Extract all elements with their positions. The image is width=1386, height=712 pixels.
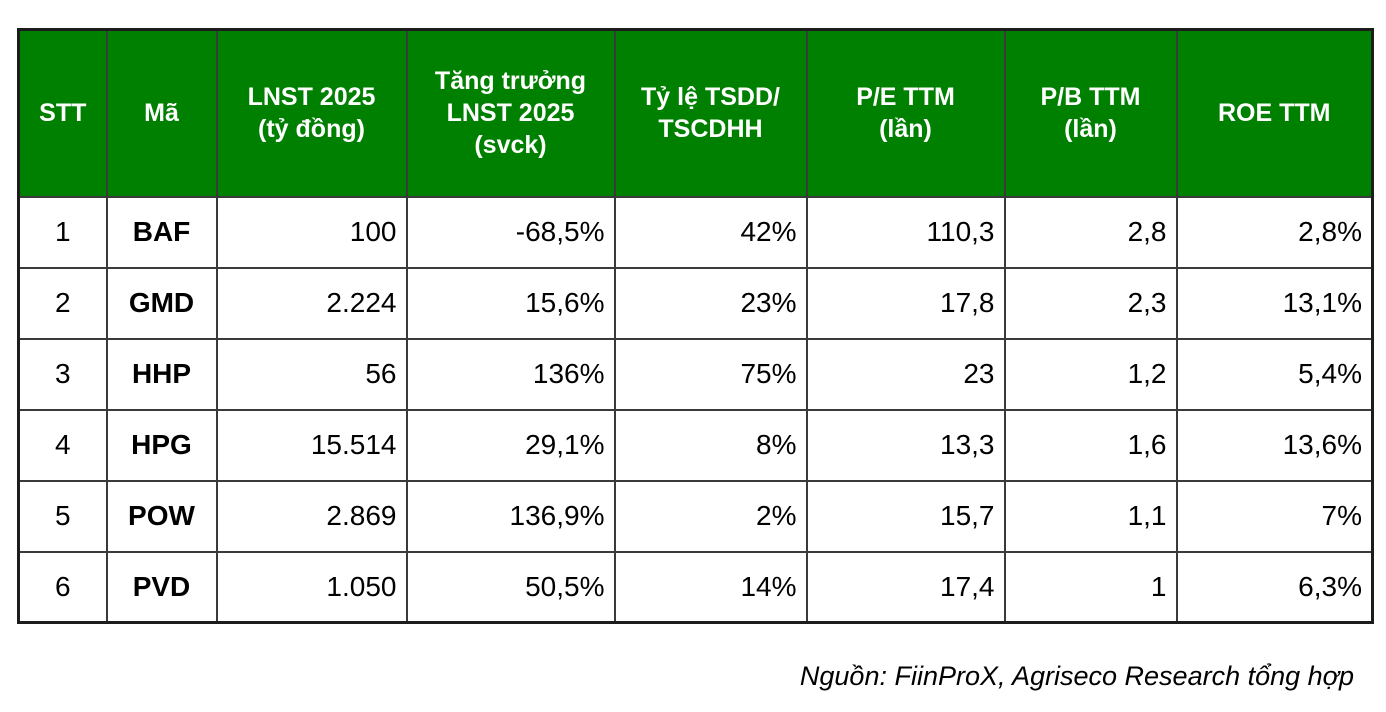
cell-roe-ttm: 2,8% <box>1175 195 1374 269</box>
cell-pe-ttm: 110,3 <box>805 195 1006 269</box>
cell-lnst-2025: 2.224 <box>215 266 408 340</box>
cell-stt: 1 <box>17 195 108 269</box>
cell-pe-ttm: 23 <box>805 337 1006 411</box>
cell-pe-ttm: 17,4 <box>805 550 1006 624</box>
cell-growth: 50,5% <box>405 550 616 624</box>
col-header-lnst-2025: LNST 2025 (tỷ đồng) <box>215 28 408 198</box>
source-note: Nguồn: FiinProX, Agriseco Research tổng … <box>799 661 1354 691</box>
table-row: 4 HPG 15.514 29,1% 8% 13,3 1,6 13,6% <box>17 408 1374 482</box>
cell-tsdd-ratio: 75% <box>613 337 808 411</box>
cell-pb-ttm: 1,2 <box>1003 337 1178 411</box>
col-header-pe-ttm-label: P/E TTM (lần) <box>856 83 955 144</box>
col-header-lnst-2025-label: LNST 2025 (tỷ đồng) <box>247 83 376 144</box>
cell-roe-ttm: 13,6% <box>1175 408 1374 482</box>
header-row: STT Mã LNST 2025 (tỷ đồng) Tăng trưởng L… <box>17 28 1374 198</box>
cell-growth: 29,1% <box>405 408 616 482</box>
stock-metrics-table: STT Mã LNST 2025 (tỷ đồng) Tăng trưởng L… <box>17 28 1374 624</box>
cell-pb-ttm: 2,8 <box>1003 195 1178 269</box>
cell-pb-ttm: 1 <box>1003 550 1178 624</box>
cell-lnst-2025: 100 <box>215 195 408 269</box>
cell-ticker: BAF <box>105 195 218 269</box>
cell-stt: 6 <box>17 550 108 624</box>
col-header-pe-ttm: P/E TTM (lần) <box>805 28 1006 198</box>
cell-growth: -68,5% <box>405 195 616 269</box>
cell-stt: 4 <box>17 408 108 482</box>
cell-tsdd-ratio: 2% <box>613 479 808 553</box>
cell-tsdd-ratio: 23% <box>613 266 808 340</box>
cell-pb-ttm: 2,3 <box>1003 266 1178 340</box>
cell-lnst-2025: 2.869 <box>215 479 408 553</box>
table-row: 5 POW 2.869 136,9% 2% 15,7 1,1 7% <box>17 479 1374 553</box>
cell-tsdd-ratio: 8% <box>613 408 808 482</box>
cell-tsdd-ratio: 42% <box>613 195 808 269</box>
cell-lnst-2025: 56 <box>215 337 408 411</box>
cell-roe-ttm: 7% <box>1175 479 1374 553</box>
cell-roe-ttm: 6,3% <box>1175 550 1374 624</box>
cell-ticker: PVD <box>105 550 218 624</box>
table-row: 1 BAF 100 -68,5% 42% 110,3 2,8 2,8% <box>17 195 1374 269</box>
cell-roe-ttm: 5,4% <box>1175 337 1374 411</box>
cell-pe-ttm: 15,7 <box>805 479 1006 553</box>
col-header-growth: Tăng trưởng LNST 2025 (svck) <box>405 28 616 198</box>
cell-pe-ttm: 13,3 <box>805 408 1006 482</box>
col-header-pb-ttm: P/B TTM (lần) <box>1003 28 1178 198</box>
cell-growth: 15,6% <box>405 266 616 340</box>
cell-tsdd-ratio: 14% <box>613 550 808 624</box>
cell-lnst-2025: 15.514 <box>215 408 408 482</box>
cell-roe-ttm: 13,1% <box>1175 266 1374 340</box>
table-body: 1 BAF 100 -68,5% 42% 110,3 2,8 2,8% 2 GM… <box>17 195 1374 624</box>
col-header-pb-ttm-label: P/B TTM (lần) <box>1040 83 1141 144</box>
cell-pb-ttm: 1,6 <box>1003 408 1178 482</box>
col-header-roe-ttm: ROE TTM <box>1175 28 1374 198</box>
col-header-stt: STT <box>17 28 108 198</box>
cell-ticker: POW <box>105 479 218 553</box>
cell-growth: 136% <box>405 337 616 411</box>
cell-lnst-2025: 1.050 <box>215 550 408 624</box>
table-row: 6 PVD 1.050 50,5% 14% 17,4 1 6,3% <box>17 550 1374 624</box>
table-row: 2 GMD 2.224 15,6% 23% 17,8 2,3 13,1% <box>17 266 1374 340</box>
cell-pb-ttm: 1,1 <box>1003 479 1178 553</box>
cell-ticker: GMD <box>105 266 218 340</box>
col-header-ticker: Mã <box>105 28 218 198</box>
col-header-tsdd-ratio: Tỷ lệ TSDD/ TSCDHH <box>613 28 808 198</box>
cell-stt: 2 <box>17 266 108 340</box>
cell-ticker: HPG <box>105 408 218 482</box>
col-header-ticker-label: Mã <box>144 99 179 128</box>
cell-pe-ttm: 17,8 <box>805 266 1006 340</box>
col-header-tsdd-ratio-label: Tỷ lệ TSDD/ TSCDHH <box>641 83 780 144</box>
col-header-roe-ttm-label: ROE TTM <box>1218 99 1331 128</box>
table-row: 3 HHP 56 136% 75% 23 1,2 5,4% <box>17 337 1374 411</box>
cell-stt: 5 <box>17 479 108 553</box>
cell-stt: 3 <box>17 337 108 411</box>
col-header-stt-label: STT <box>39 99 87 128</box>
cell-growth: 136,9% <box>405 479 616 553</box>
table-header: STT Mã LNST 2025 (tỷ đồng) Tăng trưởng L… <box>17 28 1374 198</box>
col-header-growth-label: Tăng trưởng LNST 2025 (svck) <box>434 67 587 160</box>
cell-ticker: HHP <box>105 337 218 411</box>
